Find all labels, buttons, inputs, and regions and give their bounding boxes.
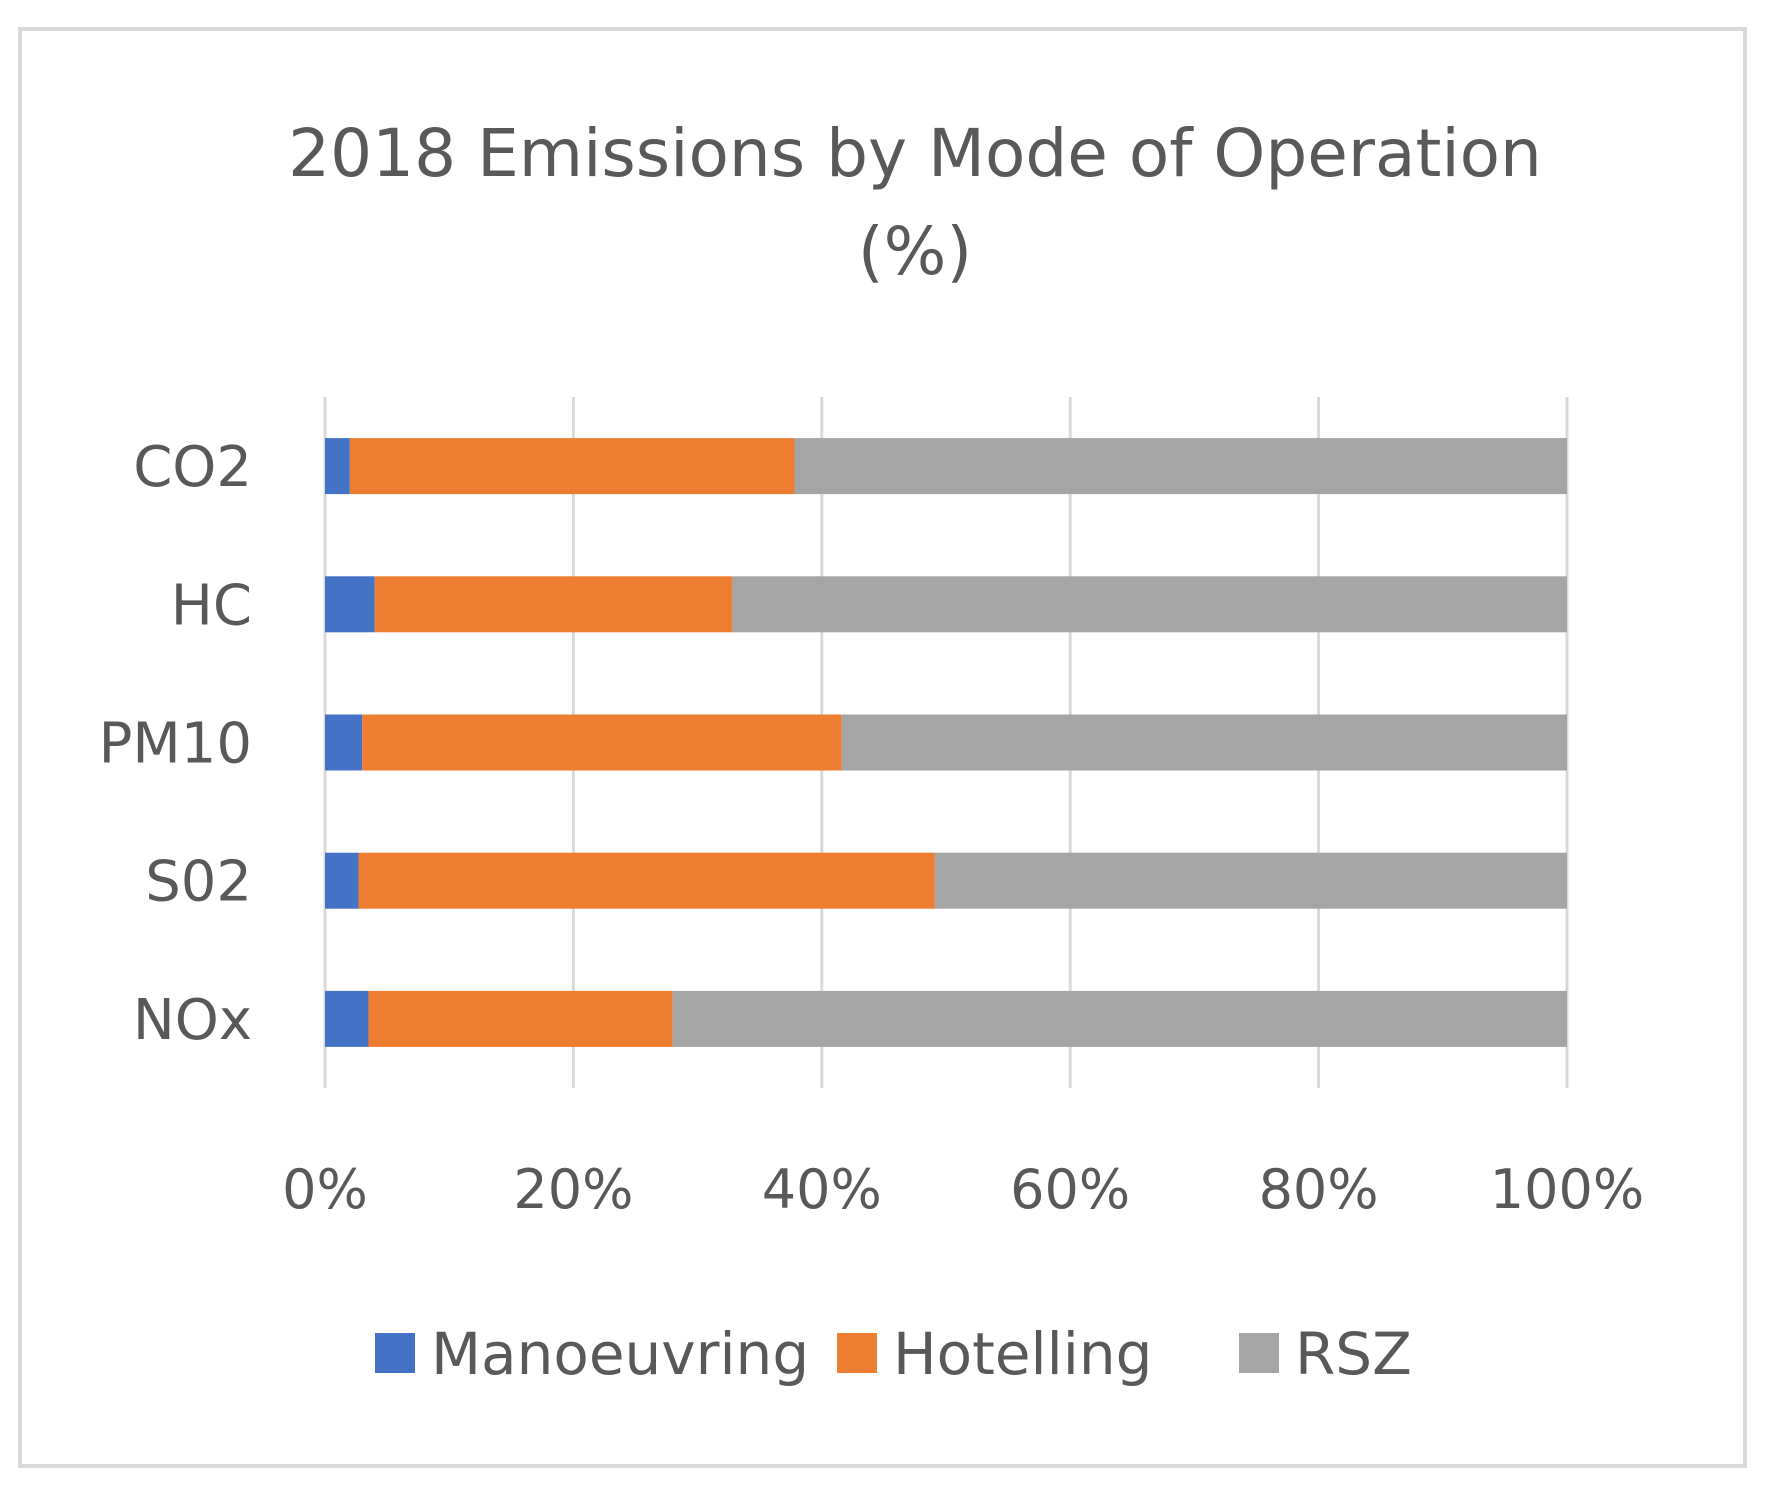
chart-title: 2018 Emissions by Mode of Operation [288,115,1542,192]
bar-co2-rsz [794,438,1567,495]
bar-nox-rsz [672,990,1567,1047]
legend-label-manoeuvring: Manoeuvring [431,1320,809,1388]
x-tick-label: 20% [513,1158,633,1221]
x-tick-label: 60% [1010,1158,1130,1221]
bar-co2-manoeuvring [325,438,350,495]
category-label: HC [171,573,252,638]
x-tick-labels: 0% 20% 40% 60% 80% 100% [282,1158,1644,1221]
bar-s02-manoeuvring [325,852,359,909]
bar-co2-hotelling [349,438,795,495]
bar-hc-hotelling [374,576,733,633]
bar-hc-rsz [732,576,1567,633]
bars [325,438,1567,1047]
bar-s02-hotelling [358,852,935,909]
x-tick-label: 0% [282,1158,368,1221]
legend-swatch-hotelling [837,1333,877,1373]
bar-nox-manoeuvring [325,990,369,1047]
bar-pm10-manoeuvring [325,714,363,771]
category-labels: CO2 HC PM10 S02 NOx [99,435,252,1053]
x-tick-label: 100% [1490,1158,1644,1221]
legend-swatch-rsz [1239,1333,1279,1373]
bar-nox-hotelling [368,990,673,1047]
bar-pm10-rsz [841,714,1567,771]
bar-pm10-hotelling [362,714,842,771]
category-label: NOx [133,988,252,1053]
legend-label-rsz: RSZ [1295,1320,1412,1388]
category-label: CO2 [133,435,252,500]
category-label: S02 [145,850,252,915]
legend-label-hotelling: Hotelling [893,1320,1152,1388]
legend: Manoeuvring Hotelling RSZ [375,1320,1412,1388]
legend-swatch-manoeuvring [375,1333,415,1373]
bar-s02-rsz [934,852,1567,909]
x-tick-label: 80% [1259,1158,1379,1221]
chart-title-line2: (%) [858,213,972,290]
x-tick-label: 40% [762,1158,882,1221]
bar-hc-manoeuvring [325,576,375,633]
category-label: PM10 [99,712,252,777]
